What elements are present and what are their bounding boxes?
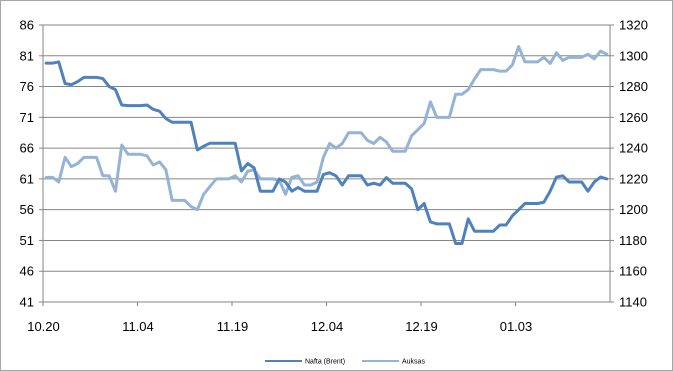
y-right-tick-labels: 1140 1160 1180 1200 1220 1240 1260 1280 1300 1320 [610,18,648,310]
y-right-tick-label: 1160 [619,264,647,279]
y-right-tick-label: 1220 [619,171,648,186]
y-right-tick-label: 1240 [619,141,648,156]
y-left-tick-label: 81 [20,48,34,63]
y-right-tick-label: 1140 [619,295,647,310]
series-line-auksas [44,45,609,212]
y-right-tick-label: 1300 [619,48,648,63]
y-left-tick-label: 51 [20,233,34,248]
y-left-tick-label: 61 [20,171,34,186]
y-left-tick-label: 46 [20,264,34,279]
series-line-nafta-brent [44,60,609,246]
y-left-tick-label: 41 [20,295,34,310]
y-left-tick-label: 76 [20,79,34,94]
x-tick-label: 12.04 [311,319,344,334]
y-left-tick-label: 56 [20,202,34,217]
y-left-tick-label: 66 [20,141,34,156]
x-tick-labels: 10.20 11.04 11.19 12.04 12.19 01.03 [27,302,532,334]
x-tick-label: 11.04 [122,319,154,334]
gridlines [43,24,610,272]
y-right-tick-label: 1320 [619,18,648,33]
x-tick-label: 12.19 [405,319,438,334]
y-left-tick-labels: 41 46 51 56 61 66 71 76 81 86 [20,18,43,310]
y-right-tick-label: 1280 [619,79,648,94]
y-left-tick-label: 71 [20,110,34,125]
x-tick-label: 11.19 [217,319,249,334]
legend-label: Nafta (Brent) [305,359,345,366]
series-lines [44,45,609,246]
y-right-tick-label: 1260 [619,110,648,125]
y-left-tick-label: 86 [20,18,34,33]
y-right-tick-label: 1200 [619,202,648,217]
legend: Nafta (Brent) Auksas [265,359,425,366]
y-right-tick-label: 1180 [619,233,647,248]
x-tick-label: 10.20 [27,319,60,334]
x-tick-label: 01.03 [500,319,533,334]
legend-label: Auksas [402,359,425,366]
